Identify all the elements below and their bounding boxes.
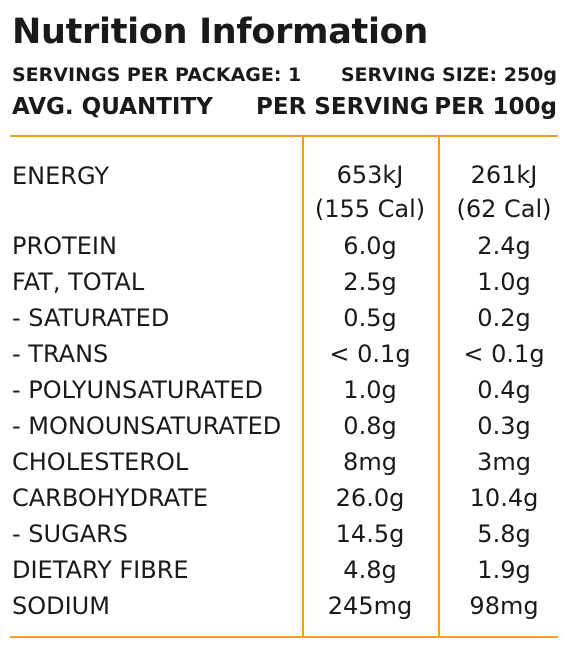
table-row: CHOLESTEROL 8mg 3mg — [0, 444, 570, 480]
table-row: PROTEIN 6.0g 2.4g — [0, 228, 570, 264]
nutrient-table: ENERGY 653kJ (155 Cal) 261kJ (62 Cal) PR… — [0, 158, 570, 624]
nutrient-name: - SATURATED — [12, 304, 170, 332]
per-100g-value: 0.4g — [477, 376, 531, 404]
nutrient-name: - MONOUNSATURATED — [12, 412, 282, 440]
per-serving-value: < 0.1g — [329, 340, 411, 368]
per-serving-value: 8mg — [343, 448, 397, 476]
table-row: CARBOHYDRATE 26.0g 10.4g — [0, 480, 570, 516]
table-row: DIETARY FIBRE 4.8g 1.9g — [0, 552, 570, 588]
nutrient-name: PROTEIN — [12, 232, 117, 260]
per-serving-value: 0.8g — [343, 412, 397, 440]
servings-per-package: SERVINGS PER PACKAGE: 1 — [12, 64, 302, 86]
nutrient-name: ENERGY — [12, 162, 110, 190]
table-row-energy: ENERGY 653kJ (155 Cal) 261kJ (62 Cal) — [0, 158, 570, 228]
per-100g-value: 2.4g — [477, 232, 531, 260]
per-100g-value: 10.4g — [469, 484, 539, 512]
nutrient-name: FAT, TOTAL — [12, 268, 145, 296]
table-row: - MONOUNSATURATED 0.8g 0.3g — [0, 408, 570, 444]
nutrient-name: CHOLESTEROL — [12, 448, 189, 476]
nutrient-name: - TRANS — [12, 340, 109, 368]
per-100g-kj: 261kJ — [470, 161, 538, 189]
column-header-per-100g: PER 100g — [434, 94, 557, 120]
per-100g-value: 1.9g — [477, 556, 531, 584]
bottom-divider — [10, 636, 558, 638]
per-serving-value: 653kJ (155 Cal) — [304, 158, 436, 226]
nutrient-name: - POLYUNSATURATED — [12, 376, 264, 404]
per-100g-value: < 0.1g — [463, 340, 545, 368]
table-row: SODIUM 245mg 98mg — [0, 588, 570, 624]
table-row: - SATURATED 0.5g 0.2g — [0, 300, 570, 336]
table-row: - POLYUNSATURATED 1.0g 0.4g — [0, 372, 570, 408]
per-serving-value: 26.0g — [335, 484, 405, 512]
per-serving-cal: (155 Cal) — [314, 195, 426, 223]
per-serving-value: 6.0g — [343, 232, 397, 260]
per-100g-value: 0.3g — [477, 412, 531, 440]
column-divider-1 — [302, 136, 304, 638]
nutrient-name: - SUGARS — [12, 520, 129, 548]
per-100g-value: 98mg — [469, 592, 539, 620]
table-row: FAT, TOTAL 2.5g 1.0g — [0, 264, 570, 300]
top-divider — [10, 135, 558, 137]
per-serving-value: 2.5g — [343, 268, 397, 296]
per-serving-value: 0.5g — [343, 304, 397, 332]
panel-title: Nutrition Information — [12, 12, 429, 52]
per-serving-value: 1.0g — [343, 376, 397, 404]
per-100g-value: 5.8g — [477, 520, 531, 548]
column-divider-2 — [438, 136, 440, 638]
table-row: - SUGARS 14.5g 5.8g — [0, 516, 570, 552]
per-serving-value: 14.5g — [335, 520, 405, 548]
per-serving-value: 245mg — [327, 592, 413, 620]
per-serving-value: 4.8g — [343, 556, 397, 584]
column-header-quantity: AVG. QUANTITY — [12, 94, 213, 120]
table-row: - TRANS < 0.1g < 0.1g — [0, 336, 570, 372]
nutrient-name: SODIUM — [12, 592, 110, 620]
per-100g-value: 0.2g — [477, 304, 531, 332]
serving-size: SERVING SIZE: 250g — [340, 64, 557, 86]
nutrient-name: CARBOHYDRATE — [12, 484, 209, 512]
per-100g-value: 261kJ (62 Cal) — [440, 158, 568, 226]
nutrient-name: DIETARY FIBRE — [12, 556, 189, 584]
per-serving-kj: 653kJ — [336, 161, 404, 189]
per-100g-value: 3mg — [477, 448, 531, 476]
per-100g-value: 1.0g — [477, 268, 531, 296]
per-100g-cal: (62 Cal) — [456, 195, 552, 223]
column-header-per-serving: PER SERVING — [256, 94, 429, 120]
